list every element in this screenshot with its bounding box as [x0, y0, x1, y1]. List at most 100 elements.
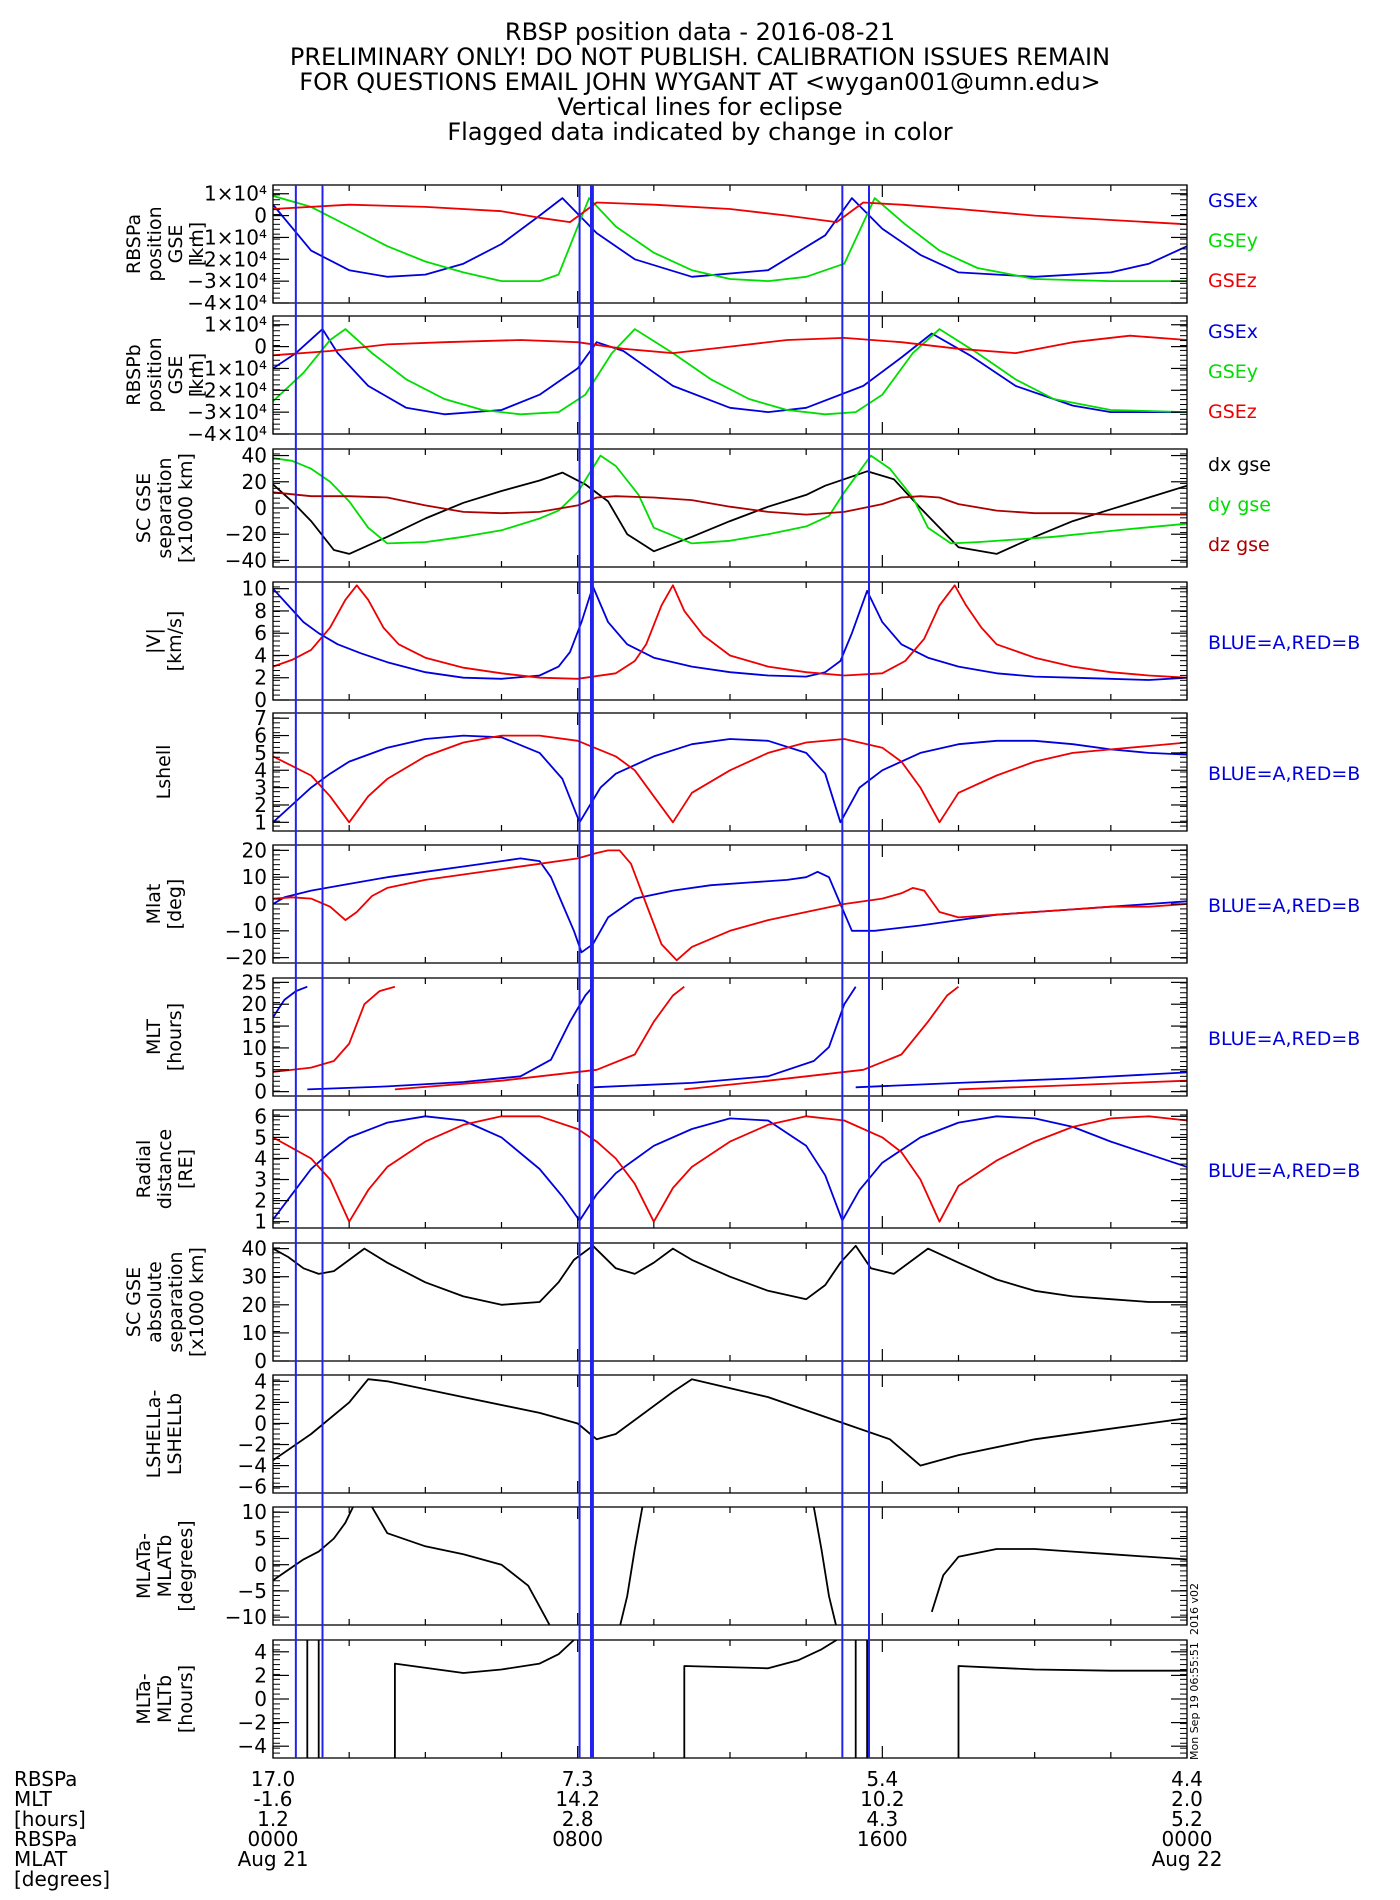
panel-frame	[272, 315, 1188, 435]
series-group	[273, 584, 1187, 681]
tick-label: 15	[242, 1014, 267, 1038]
series-group	[273, 328, 1187, 416]
tick-label: 0	[254, 1349, 267, 1373]
series-line	[307, 986, 594, 1091]
tick-label: 4	[254, 1146, 267, 1170]
y-axis-label: [x1000 km]	[186, 1247, 208, 1357]
tick-label: 7	[254, 706, 267, 730]
y-axis-label: SC GSE	[123, 1267, 145, 1337]
tick-label: 25	[242, 970, 267, 994]
series-line	[958, 1079, 1187, 1091]
series-line	[273, 334, 1187, 357]
title-line: PRELIMINARY ONLY! DO NOT PUBLISH. CALIBR…	[289, 43, 1111, 71]
panel-frame	[272, 977, 1188, 1097]
panel: 420−2−4−6 LSHELLa- LSHELLb	[143, 1369, 1188, 1499]
series-line	[273, 584, 1187, 680]
tick-label: 0	[254, 335, 267, 359]
tick-label: −20	[225, 946, 267, 970]
tick-label: 10	[242, 1036, 267, 1060]
tick-label: 10	[242, 1321, 267, 1345]
series-line	[273, 857, 1187, 954]
series-group	[273, 1378, 1187, 1467]
x-tick-label: 1.2	[257, 1807, 289, 1831]
x-row-label: RBSPa	[14, 1827, 77, 1851]
series-group	[273, 985, 1187, 1091]
tick-label: −1×10⁴	[187, 225, 267, 249]
x-row-label: [hours]	[14, 1807, 86, 1831]
y-axis-label: [hours]	[175, 1665, 197, 1733]
tick-label: 0	[254, 1553, 267, 1577]
tick-label: −4×10⁴	[187, 291, 267, 315]
tick-label: 8	[254, 599, 267, 623]
tick-label: −4	[238, 1454, 267, 1478]
tick-label: −6	[238, 1475, 267, 1499]
series-line	[273, 1244, 1187, 1306]
tick-label: −4×10⁴	[187, 422, 267, 446]
tick-label: 0	[254, 1687, 267, 1711]
x-tick-label: 0800	[552, 1827, 603, 1851]
x-tick-label: Aug 22	[1152, 1847, 1223, 1871]
x-row-label: MLT	[14, 1787, 53, 1811]
series-line	[273, 197, 1187, 278]
tick-label: 40	[242, 444, 267, 468]
series-line	[592, 986, 857, 1089]
tick-label: 1×10⁴	[204, 313, 267, 337]
series-line	[273, 1378, 1187, 1467]
series-line	[273, 1115, 1187, 1223]
tick-label: 1	[254, 810, 267, 834]
tick-label: 0	[254, 892, 267, 916]
series-group	[273, 1244, 1187, 1306]
series-line	[394, 985, 685, 1091]
tick-label: −2	[238, 1711, 267, 1735]
y-axis-label: [km/s]	[164, 611, 186, 672]
y-axis-label: MLTa-	[133, 1673, 155, 1724]
y-axis-label: RBSPb	[123, 344, 145, 405]
series-line	[273, 328, 1187, 416]
y-axis-label: Lshell	[153, 745, 175, 800]
panel: 420−2−4 MLTa- MLTb [hours]	[133, 1639, 1188, 1759]
y-axis-label: [km]	[186, 353, 208, 397]
panel-frame	[272, 1374, 1188, 1494]
series-line	[273, 1507, 354, 1582]
tick-label: 0	[254, 688, 267, 712]
x-tick-label: 1600	[857, 1827, 908, 1851]
series-group	[273, 195, 1187, 283]
tick-label: −10	[225, 919, 267, 943]
tick-label: −4	[238, 1734, 267, 1758]
tick-label: 1	[254, 1210, 267, 1234]
y-axis-label: MLTb	[154, 1675, 176, 1723]
x-tick-label: 14.2	[555, 1787, 600, 1811]
series-line	[273, 454, 1187, 545]
panel-frame	[272, 1639, 1188, 1759]
panel-frame	[272, 184, 1188, 304]
x-tick-label: 2.0	[1171, 1787, 1203, 1811]
series-line	[273, 328, 1187, 416]
tick-label: −5	[238, 1579, 267, 1603]
series-line	[273, 985, 308, 1018]
tick-label: 20	[242, 992, 267, 1016]
x-tick-label: 0000	[248, 1827, 299, 1851]
tick-label: 2	[254, 793, 267, 817]
tick-label: −2×10⁴	[187, 378, 267, 402]
y-axis-label: position	[144, 337, 166, 412]
panel-frame	[272, 1109, 1188, 1229]
tick-label: 5	[254, 741, 267, 765]
tick-label: 10	[242, 865, 267, 889]
y-axis-label: distance	[154, 1129, 176, 1210]
y-axis-label: Mlat	[143, 884, 165, 925]
panel-frame	[272, 581, 1188, 701]
title-line: Vertical lines for eclipse	[557, 93, 843, 121]
y-axis-label: MLATa-	[133, 1533, 155, 1599]
tick-label: −2×10⁴	[187, 247, 267, 271]
y-axis-label: separation	[154, 457, 176, 558]
x-tick-label: Aug 21	[238, 1847, 309, 1871]
x-tick-label: 10.2	[860, 1787, 905, 1811]
tick-label: 4	[254, 758, 267, 782]
series-group	[273, 1115, 1187, 1223]
